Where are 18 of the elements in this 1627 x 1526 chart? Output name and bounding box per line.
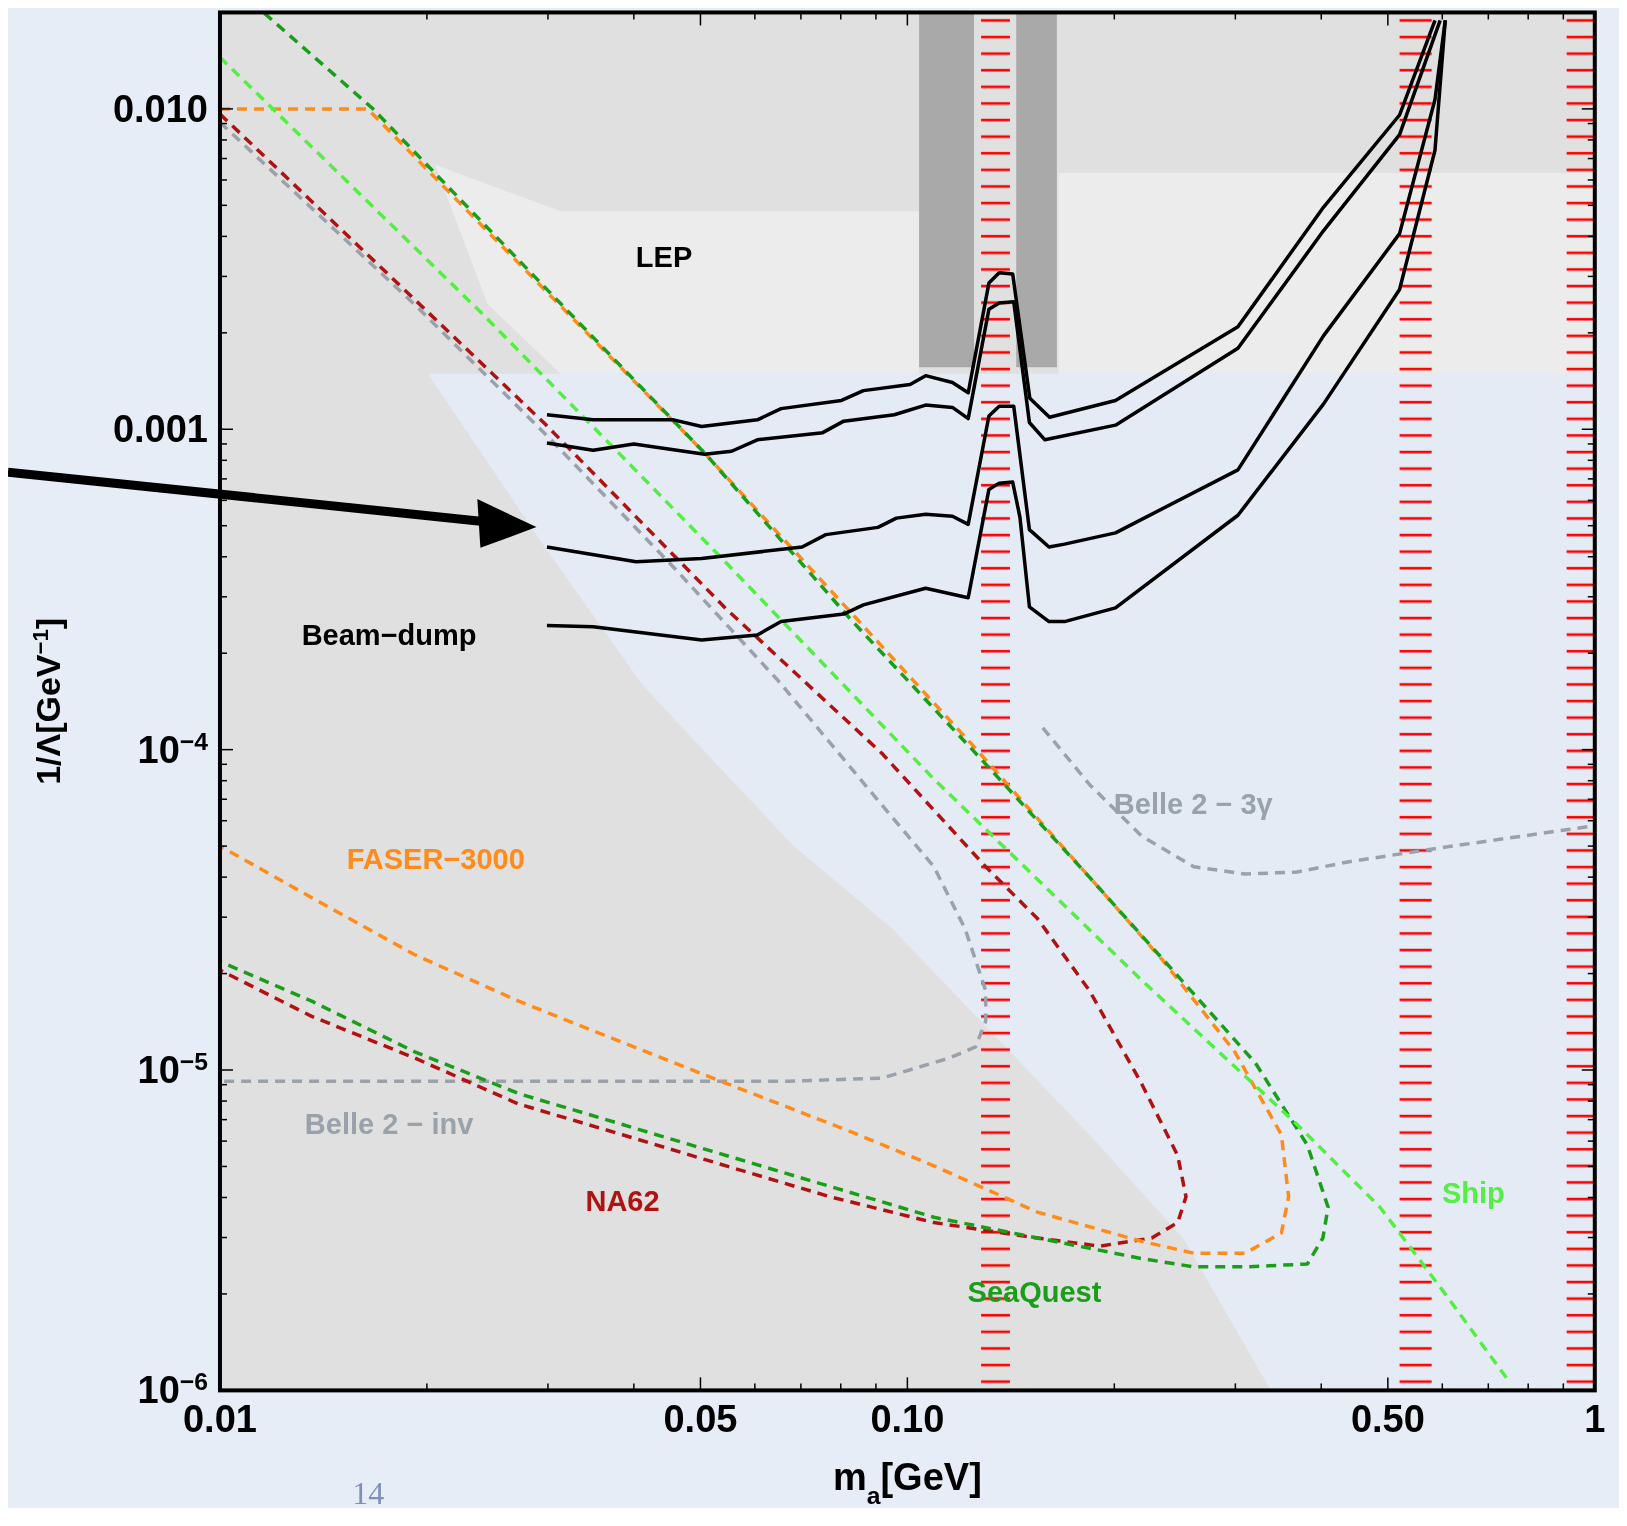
y-tick-label: 0.001 [112, 408, 208, 451]
series-label: Ship [1441, 1177, 1505, 1210]
y-tick-label: 10$^{−4}$ [137, 727, 209, 771]
series-label: FASER−3000 [346, 843, 525, 876]
series-label: Belle 2 − inv [304, 1107, 474, 1140]
series-label: SeaQuest [967, 1275, 1102, 1308]
x-axis-title: m$_{a}$[GeV] [832, 1456, 982, 1509]
x-tick-label: 0.10 [870, 1398, 945, 1441]
y-tick-label: 10$^{−5}$ [137, 1047, 209, 1092]
series-label: Belle 2 − 3γ [1113, 788, 1274, 821]
x-tick-label: 0.05 [663, 1398, 738, 1441]
text: 14 [352, 1475, 385, 1512]
x-tick-label: 0.50 [1350, 1398, 1425, 1441]
annotation: Beam−dump [301, 619, 477, 652]
series-label: NA62 [585, 1184, 660, 1217]
y-tick-label: 0.010 [112, 87, 208, 130]
x-tick-label: 1 [1584, 1398, 1606, 1441]
annotation: LEP [635, 241, 693, 274]
